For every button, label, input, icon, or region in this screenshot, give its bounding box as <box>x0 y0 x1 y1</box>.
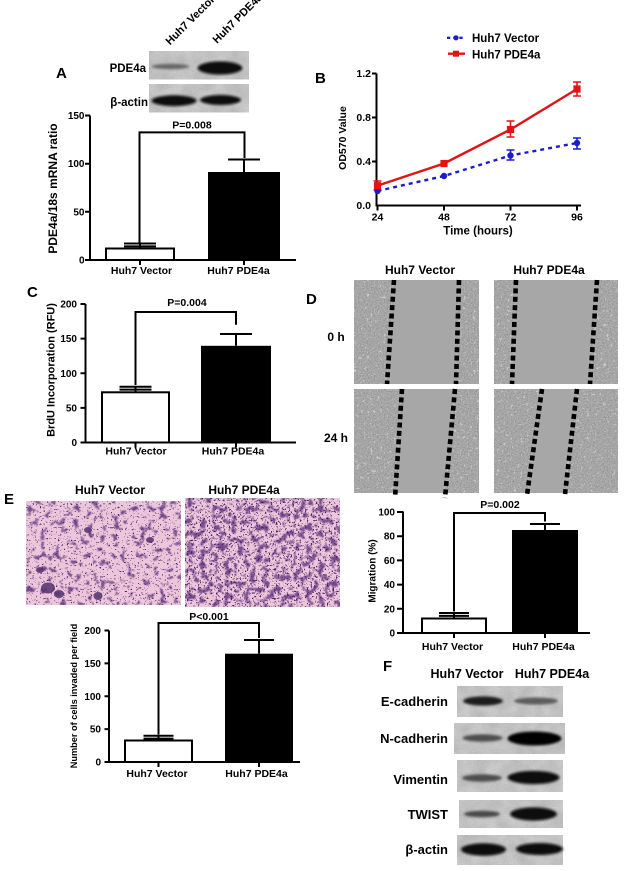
svg-text:Huh7 Vector: Huh7 Vector <box>431 667 504 681</box>
svg-text:Huh7 Vector: Huh7 Vector <box>105 446 166 458</box>
svg-text:Time (hours): Time (hours) <box>443 226 513 238</box>
svg-text:150: 150 <box>60 334 77 345</box>
svg-text:1.2: 1.2 <box>356 68 371 80</box>
svg-text:0.8: 0.8 <box>356 112 371 124</box>
svg-text:Huh7 PDE4a: Huh7 PDE4a <box>225 768 288 780</box>
svg-text:D: D <box>306 291 317 308</box>
svg-text:40: 40 <box>384 580 396 591</box>
svg-text:β-actin: β-actin <box>110 97 148 109</box>
svg-text:Migration (%): Migration (%) <box>368 539 379 602</box>
svg-text:N-cadherin: N-cadherin <box>380 731 448 746</box>
svg-text:P=0.002: P=0.002 <box>480 499 520 511</box>
svg-text:48: 48 <box>438 212 450 224</box>
svg-text:PDE4a: PDE4a <box>110 63 147 75</box>
svg-text:0.0: 0.0 <box>356 200 371 212</box>
svg-text:150: 150 <box>68 111 85 122</box>
svg-text:24: 24 <box>372 212 384 224</box>
svg-text:BrdU Incorporation (RFU): BrdU Incorporation (RFU) <box>46 303 58 437</box>
svg-text:100: 100 <box>60 369 77 380</box>
svg-text:200: 200 <box>84 626 101 637</box>
svg-text:Huh7 PDE4a: Huh7 PDE4a <box>208 483 280 497</box>
svg-text:100: 100 <box>378 508 395 519</box>
svg-text:Huh7 Vector: Huh7 Vector <box>472 33 540 45</box>
svg-text:72: 72 <box>505 212 517 224</box>
svg-text:50: 50 <box>73 207 85 218</box>
svg-text:Huh7 Vector: Huh7 Vector <box>385 263 455 277</box>
svg-text:Huh7 PDE4a: Huh7 PDE4a <box>515 667 590 681</box>
svg-text:150: 150 <box>84 659 101 670</box>
svg-text:OD570 Value: OD570 Value <box>337 106 349 170</box>
svg-text:B: B <box>315 70 326 87</box>
svg-text:96: 96 <box>571 212 583 224</box>
svg-text:Huh7 PDE4a: Huh7 PDE4a <box>211 0 266 46</box>
svg-text:24 h: 24 h <box>324 431 348 445</box>
svg-text:PDE4a/18s mRNA ratio: PDE4a/18s mRNA ratio <box>46 123 60 253</box>
svg-text:Huh7 Vector: Huh7 Vector <box>126 768 187 780</box>
svg-text:P=0.004: P=0.004 <box>167 297 207 309</box>
svg-text:60: 60 <box>384 556 396 567</box>
svg-text:Huh7 PDE4a: Huh7 PDE4a <box>472 49 541 61</box>
svg-text:0: 0 <box>79 256 85 267</box>
svg-text:50: 50 <box>90 725 102 736</box>
svg-text:50: 50 <box>66 403 78 414</box>
svg-text:E: E <box>4 491 14 508</box>
svg-text:Huh7 Vector: Huh7 Vector <box>422 641 483 653</box>
svg-text:F: F <box>383 658 392 675</box>
svg-text:0: 0 <box>389 629 395 640</box>
svg-text:C: C <box>27 284 38 301</box>
svg-text:Huh7 PDE4a: Huh7 PDE4a <box>202 446 265 458</box>
svg-text:Huh7 PDE4a: Huh7 PDE4a <box>513 263 585 277</box>
svg-text:Huh7 Vector: Huh7 Vector <box>164 0 218 48</box>
svg-text:0: 0 <box>95 758 101 769</box>
svg-text:0 h: 0 h <box>327 330 344 344</box>
svg-text:20: 20 <box>384 604 396 615</box>
svg-text:100: 100 <box>68 159 85 170</box>
svg-text:P=0.008: P=0.008 <box>172 120 212 132</box>
svg-text:Huh7 Vector: Huh7 Vector <box>75 483 145 497</box>
svg-text:80: 80 <box>384 532 396 543</box>
svg-text:Vimentin: Vimentin <box>393 772 448 787</box>
svg-text:0: 0 <box>71 438 77 449</box>
svg-text:Huh7 PDE4a: Huh7 PDE4a <box>207 265 270 277</box>
svg-text:E-cadherin: E-cadherin <box>381 694 448 709</box>
svg-text:A: A <box>56 65 67 82</box>
svg-text:200: 200 <box>60 300 77 311</box>
svg-text:P<0.001: P<0.001 <box>189 611 229 623</box>
svg-text:Number of cells invaded per fi: Number of cells invaded per field <box>69 624 79 768</box>
svg-text:0.4: 0.4 <box>356 156 371 168</box>
svg-text:Huh7 Vector: Huh7 Vector <box>111 265 172 277</box>
svg-text:Huh7 PDE4a: Huh7 PDE4a <box>512 641 575 653</box>
svg-text:TWIST: TWIST <box>408 807 448 822</box>
svg-text:100: 100 <box>84 692 101 703</box>
svg-text:β-actin: β-actin <box>405 842 448 857</box>
